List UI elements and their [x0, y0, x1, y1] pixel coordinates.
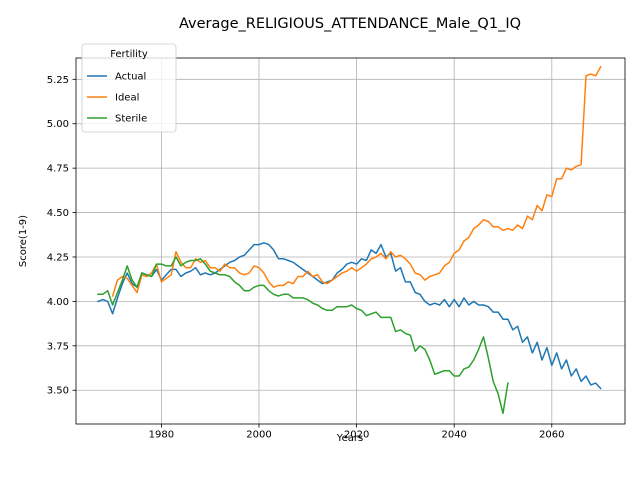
y-tick-label: 3.75	[47, 341, 69, 352]
legend-box	[81, 43, 177, 133]
chart-title: Average_RELIGIOUS_ATTENDANCE_Male_Q1_IQ	[179, 16, 521, 32]
x-tick-label: 2060	[539, 430, 564, 441]
grid-lines	[76, 58, 625, 424]
x-axis-label: Years	[336, 433, 363, 444]
series-line-actual	[97, 242, 602, 390]
x-tick-label: 1980	[149, 430, 174, 441]
y-tick-label: 4.00	[47, 297, 69, 308]
legend-label-actual: Actual	[115, 72, 146, 83]
y-tick-label: 5.25	[47, 75, 69, 86]
y-tick-label: 4.75	[47, 164, 69, 175]
y-axis-label: Score(1-9)	[18, 215, 29, 267]
y-tick-label: 5.00	[47, 119, 69, 130]
x-tick-label: 2000	[246, 430, 271, 441]
legend-label-ideal: Ideal	[115, 93, 139, 104]
legend-label-sterile: Sterile	[115, 114, 147, 125]
legend-title: Fertility	[110, 49, 148, 60]
series-line-ideal	[111, 65, 602, 298]
legend: Fertility Actual Ideal Sterile	[81, 43, 177, 133]
series-lines	[97, 65, 602, 415]
y-tick-label: 4.50	[47, 208, 69, 219]
x-tick-label: 2020	[344, 430, 369, 441]
plot-frame	[75, 57, 626, 425]
series-line-sterile	[97, 256, 509, 415]
legend-items: Actual Ideal Sterile	[87, 72, 147, 125]
x-axis-ticks: 1980 2000 2020 2040 2060	[149, 424, 565, 441]
y-tick-label: 3.50	[47, 386, 69, 397]
y-axis-ticks: 3.50 3.75 4.00 4.25 4.50 4.75 5.00 5.25	[47, 75, 76, 397]
x-tick-label: 2040	[441, 430, 466, 441]
y-tick-label: 4.25	[47, 252, 69, 263]
